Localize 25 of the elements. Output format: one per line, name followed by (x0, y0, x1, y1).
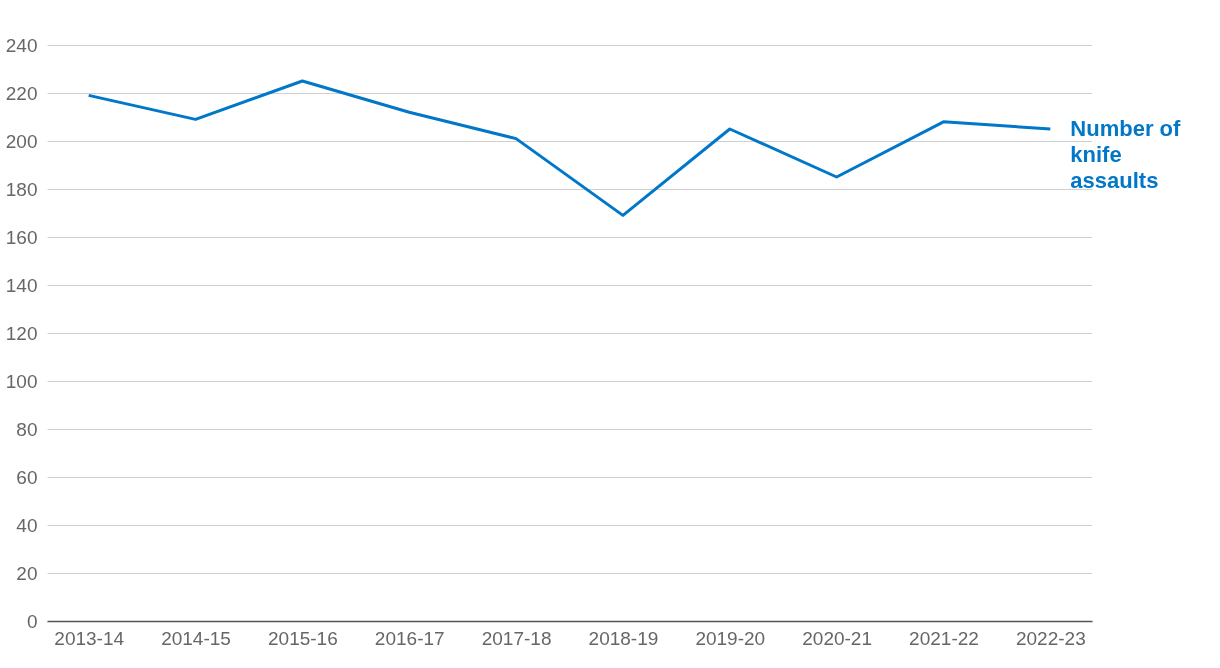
y-tick-label: 220 (5, 82, 38, 104)
y-tick-label: 140 (5, 274, 38, 296)
line-series (87, 79, 1052, 217)
series-label: Number of knife assaults (1070, 116, 1181, 193)
x-tick-label: 2022-23 (1015, 627, 1086, 649)
y-tick-label: 80 (16, 418, 38, 440)
x-tick-label: 2019-20 (695, 627, 766, 649)
x-tick-label: 2015-16 (268, 627, 338, 649)
y-tick-label: 60 (16, 466, 38, 488)
y-tick-label: 40 (16, 514, 38, 536)
y-tick-label: 0 (26, 610, 38, 632)
x-tick-label: 2021-22 (909, 627, 979, 649)
x-tick-label: 2014-15 (161, 627, 231, 649)
x-tick-label: 2018-19 (588, 627, 659, 649)
y-tick-label: 20 (16, 562, 38, 584)
y-tick-label: 100 (5, 370, 38, 392)
x-tick-label: 2020-21 (802, 627, 872, 649)
y-tick-label: 180 (5, 178, 38, 200)
x-tick-label: 2013-14 (54, 627, 125, 649)
x-tick-label: 2016-17 (374, 627, 445, 649)
y-tick-label: 120 (5, 322, 38, 344)
y-tick-label: 240 (5, 34, 38, 56)
y-tick-label: 200 (5, 130, 38, 152)
y-tick-label: 160 (5, 226, 38, 248)
x-tick-label: 2017-18 (481, 627, 552, 649)
